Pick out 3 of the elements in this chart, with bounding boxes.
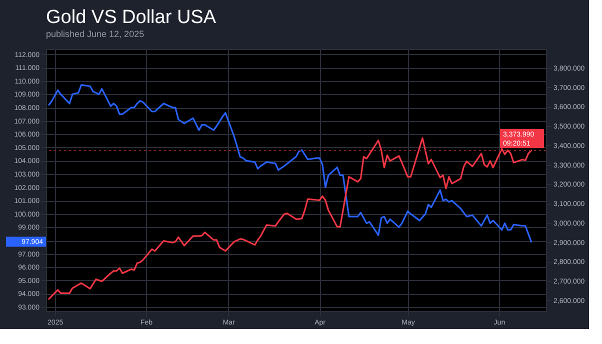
- line-series: [48, 84, 532, 243]
- chart-title: Gold VS Dollar USA: [46, 7, 216, 28]
- chart-subtitle: published June 12, 2025: [46, 29, 144, 39]
